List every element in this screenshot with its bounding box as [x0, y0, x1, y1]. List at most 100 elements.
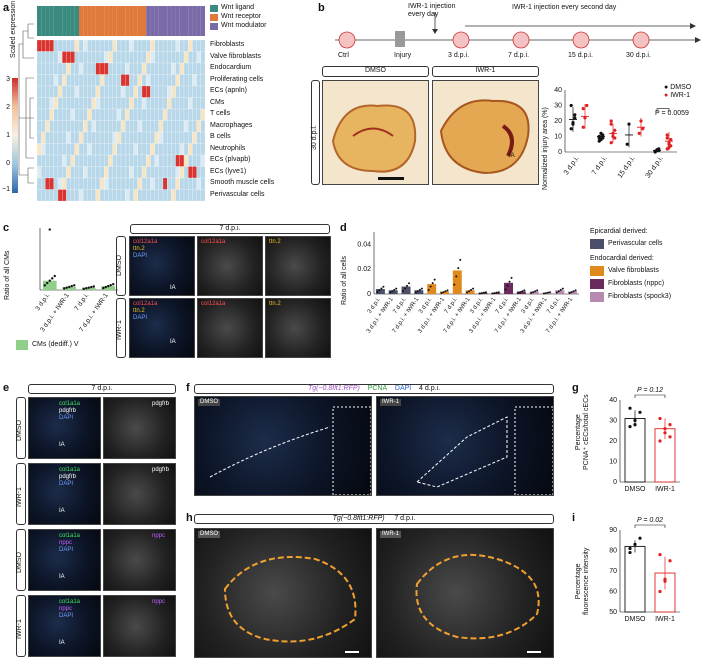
heat-cell	[167, 74, 172, 87]
heat-cell	[66, 166, 71, 179]
heat-cell	[53, 62, 59, 75]
heat-cell	[83, 154, 88, 167]
tick-label: 0	[558, 149, 562, 156]
category-bar	[129, 6, 134, 36]
tick-label: 80	[609, 548, 617, 555]
heat-cell	[104, 120, 109, 133]
heat-cell	[49, 74, 54, 87]
heat-cell	[66, 177, 71, 190]
heat-cell	[83, 74, 88, 87]
heat-cell	[112, 39, 117, 52]
heat-cell	[150, 166, 155, 179]
x-label: DMSO	[625, 486, 647, 493]
heat-cell	[112, 108, 117, 121]
data-point	[569, 127, 573, 131]
channel-label: col1a1a	[59, 599, 81, 605]
row-bracket	[16, 397, 26, 459]
heat-cell	[116, 39, 122, 52]
heat-cell	[133, 62, 138, 75]
heat-cell	[83, 143, 88, 156]
heat-cell	[41, 131, 46, 144]
heat-cell	[66, 74, 71, 87]
heat-cell	[200, 154, 206, 167]
heat-cell	[167, 39, 172, 52]
heat-cell	[78, 108, 84, 121]
channel-label: nppc	[59, 606, 73, 612]
heat-cell	[158, 131, 164, 144]
heat-cell	[141, 62, 147, 75]
heat-cell	[175, 108, 180, 121]
bar	[42, 280, 57, 290]
e-merge-image: col1a1a nppc DAPI IA	[28, 529, 101, 591]
heatmap-row-labels: Fibroblasts Valve fibroblasts Endocardium P…	[210, 41, 274, 202]
heat-cell	[158, 166, 164, 179]
heat-cell	[99, 131, 105, 144]
timeline-ctrl: Ctrl	[338, 52, 349, 59]
heart-icon	[338, 31, 650, 49]
data-point	[510, 276, 513, 279]
row-bracket	[116, 236, 126, 296]
heat-cell	[91, 154, 96, 167]
data-point	[658, 589, 662, 594]
heat-cell	[95, 177, 101, 190]
heat-cell	[49, 154, 54, 167]
data-point	[609, 141, 613, 145]
heat-cell	[183, 154, 189, 167]
heat-cell	[146, 131, 151, 144]
heat-cell	[83, 120, 88, 133]
chartg-ylabel: Percentage PCNA⁺ cECs/total cECs	[575, 394, 590, 470]
bar	[529, 291, 539, 294]
data-point	[43, 284, 46, 287]
heat-cell	[125, 177, 130, 190]
heat-cell	[183, 39, 189, 52]
lbl: DAPI	[133, 315, 148, 321]
heat-cell	[129, 85, 134, 98]
heat-cell	[125, 166, 130, 179]
heat-cell	[200, 131, 206, 144]
heat-cell	[188, 154, 193, 167]
heat-cell	[158, 85, 164, 98]
heat-cell	[78, 120, 84, 133]
heat-cell	[150, 131, 155, 144]
category-bar	[100, 6, 105, 36]
data-point	[570, 291, 573, 294]
heat-cell	[150, 177, 155, 190]
heat-cell	[175, 74, 180, 87]
heat-cell	[192, 74, 197, 87]
heat-cell	[200, 177, 206, 190]
data-point	[442, 291, 445, 294]
bar	[624, 545, 646, 613]
heat-cell	[167, 51, 172, 64]
tick-label: 40	[609, 397, 617, 404]
heat-cell	[45, 177, 50, 190]
heat-cell	[62, 166, 67, 179]
heat-cell	[133, 189, 138, 202]
heat-cell	[41, 143, 46, 156]
row-bracket	[116, 298, 126, 358]
heat-cell	[57, 177, 63, 190]
significance-bracket	[634, 524, 666, 528]
heat-cell	[49, 97, 54, 110]
heat-cell	[41, 108, 46, 121]
heat-cell	[192, 143, 197, 156]
heat-cell	[66, 131, 71, 144]
tick-label: 15 d.p.i.	[617, 155, 637, 179]
heat-cell	[162, 166, 168, 179]
bar	[555, 290, 565, 294]
heat-cell	[83, 131, 88, 144]
heat-cell	[120, 177, 126, 190]
heat-cell	[125, 39, 130, 52]
legend-swatch	[210, 22, 218, 30]
heat-cell	[120, 62, 126, 75]
panel-label-d: d	[340, 222, 347, 234]
heat-cell	[99, 143, 105, 156]
heat-cell	[171, 120, 176, 133]
heat-cell	[200, 108, 206, 121]
heat-cell	[175, 177, 180, 190]
heat-cell	[133, 85, 138, 98]
heat-cell	[62, 85, 67, 98]
heart-section-iwr1: IA	[432, 80, 539, 185]
data-point	[378, 289, 381, 292]
heat-cell	[146, 62, 151, 75]
heat-cell	[70, 51, 75, 64]
